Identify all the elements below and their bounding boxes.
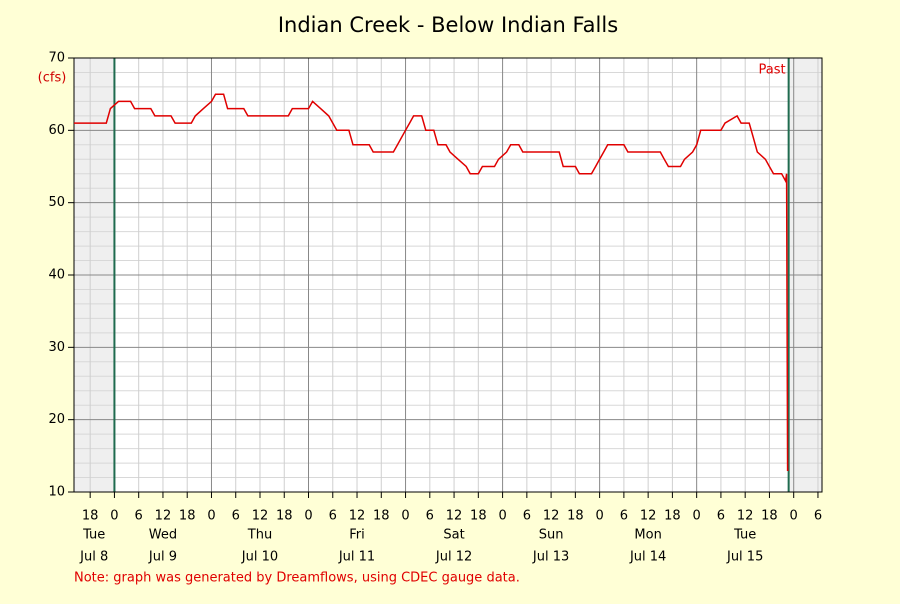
x-tick-label: 6 [620, 509, 628, 524]
day-label: Sat [443, 528, 464, 543]
date-label: Jul 8 [79, 550, 108, 565]
x-tick-label: 12 [640, 509, 657, 524]
y-tick-label: 20 [48, 412, 65, 427]
x-tick-label: 0 [595, 509, 603, 524]
x-tick-label: 6 [814, 509, 822, 524]
x-tick-label: 18 [82, 509, 99, 524]
day-label: Sun [539, 528, 564, 543]
date-label: Jul 14 [629, 550, 666, 565]
x-tick-label: 0 [207, 509, 215, 524]
x-tick-label: 18 [567, 509, 584, 524]
x-tick-label: 6 [329, 509, 337, 524]
day-label: Tue [82, 528, 105, 543]
day-label: Wed [149, 528, 177, 543]
x-tick-label: 0 [693, 509, 701, 524]
x-tick-label: 6 [717, 509, 725, 524]
x-tick-label: 0 [790, 509, 798, 524]
x-tick-label: 18 [179, 509, 196, 524]
day-label: Mon [634, 528, 661, 543]
y-tick-label: 60 [48, 123, 65, 138]
day-label: Thu [247, 528, 272, 543]
x-tick-label: 6 [523, 509, 531, 524]
past-label: Past [759, 63, 786, 78]
x-tick-label: 0 [110, 509, 118, 524]
x-tick-label: 18 [373, 509, 390, 524]
y-tick-label: 40 [48, 268, 65, 283]
x-tick-label: 12 [446, 509, 463, 524]
date-label: Jul 13 [532, 550, 569, 565]
flow-line [74, 93, 789, 472]
x-tick-label: 0 [498, 509, 506, 524]
chart-title: Indian Creek - Below Indian Falls [278, 13, 618, 37]
x-tick-label: 12 [737, 509, 754, 524]
x-tick-label: 0 [304, 509, 312, 524]
date-label: Jul 12 [435, 550, 472, 565]
x-tick-label: 12 [155, 509, 172, 524]
y-tick-label: 30 [48, 340, 65, 355]
x-tick-label: 18 [276, 509, 293, 524]
x-tick-label: 6 [135, 509, 143, 524]
date-label: Jul 9 [148, 550, 177, 565]
plot-frame [73, 57, 823, 493]
y-tick-label: 50 [48, 195, 65, 210]
day-label: Tue [733, 528, 756, 543]
note: Note: graph was generated by Dreamflows,… [74, 571, 520, 586]
date-label: Jul 10 [241, 550, 278, 565]
date-label: Jul 15 [726, 550, 763, 565]
x-tick-label: 0 [401, 509, 409, 524]
x-tick-label: 12 [252, 509, 269, 524]
x-tick-label: 12 [349, 509, 366, 524]
date-label: Jul 11 [338, 550, 375, 565]
day-label: Fri [349, 528, 365, 543]
x-tick-label: 12 [543, 509, 560, 524]
y-axis-label: (cfs) [38, 71, 67, 86]
x-tick-label: 18 [664, 509, 681, 524]
x-tick-label: 6 [232, 509, 240, 524]
x-tick-label: 6 [426, 509, 434, 524]
x-tick-label: 18 [470, 509, 487, 524]
x-tick-label: 18 [761, 509, 778, 524]
y-tick-label: 10 [48, 485, 65, 500]
y-tick-label: 70 [48, 51, 65, 66]
